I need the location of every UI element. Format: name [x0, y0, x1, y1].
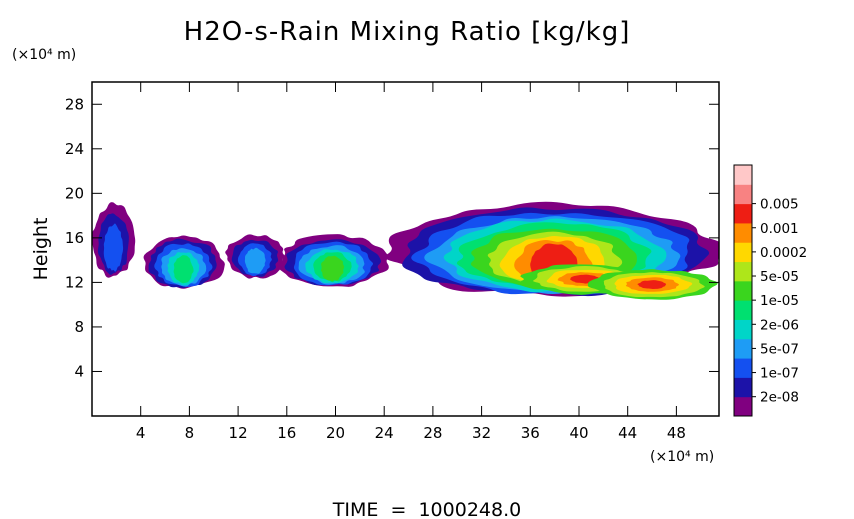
colorbar-swatch [734, 261, 752, 282]
x-tick-label: 16 [277, 424, 296, 442]
colorbar-swatch [734, 319, 752, 340]
colorbar-swatch [734, 300, 752, 320]
x-axis: 4 8 12 16 20 24 28 32 36 40 44 48 [136, 82, 686, 442]
colorbar-label: 5e-05 [760, 269, 799, 285]
colorbar-label: 0.001 [760, 221, 799, 237]
colorbar-label: 5e-07 [760, 341, 799, 357]
colorbar-swatch [734, 222, 752, 243]
colorbar-swatch [734, 377, 752, 398]
colorbar-swatch [734, 338, 752, 359]
y-tick-label: 4 [74, 362, 84, 380]
colorbar-label: 0.0002 [760, 245, 807, 261]
plot-frame [91, 81, 720, 417]
colorbar-swatch [734, 242, 752, 263]
colorbar-label: 1e-07 [760, 366, 799, 382]
x-tick-label: 32 [472, 424, 491, 442]
x-tick-label: 48 [667, 424, 686, 442]
colorbar-swatch [734, 280, 752, 301]
y-tick-label: 8 [74, 318, 84, 336]
x-tick-label: 36 [521, 424, 540, 442]
colorbar-label: 1e-05 [760, 293, 799, 309]
time-label: TIME = 1000248.0 [332, 499, 521, 519]
rain-contour-cloud-8km [173, 255, 194, 284]
chart-title: H2O-s-Rain Mixing Ratio [kg/kg] [184, 17, 631, 47]
rain-core [637, 280, 667, 290]
rain-contour-cloud-12km [244, 247, 266, 274]
x-tick-label: 28 [423, 424, 442, 442]
y-axis-title: Height [30, 218, 52, 281]
y-tick-label: 20 [65, 184, 84, 202]
x-tick-label: 24 [375, 424, 394, 442]
colorbar-swatch [734, 396, 752, 417]
y-tick-label: 16 [65, 229, 84, 247]
colorbar: 0.005 0.001 0.0002 5e-05 1e-05 2e-06 5e-07 1e-0… [733, 164, 807, 417]
colorbar-label: 2e-08 [760, 390, 799, 406]
colorbar-label: 0.005 [760, 197, 799, 213]
rain-contour-cloud-20km [320, 255, 345, 282]
colorbar-swatch [734, 184, 752, 205]
x-tick-label: 40 [569, 424, 588, 442]
y-unit-label: (×10⁴ m) [12, 47, 76, 63]
colorbar-swatch [734, 165, 752, 185]
x-tick-label: 8 [185, 424, 195, 442]
colorbar-swatch [734, 203, 752, 224]
x-tick-label: 12 [229, 424, 248, 442]
x-tick-label: 44 [618, 424, 637, 442]
plot-area [92, 201, 719, 300]
x-unit-label: (×10⁴ m) [650, 449, 714, 465]
colorbar-swatch [734, 358, 752, 378]
rain-contour-left-edge [103, 223, 124, 272]
colorbar-label: 2e-06 [760, 317, 799, 333]
x-tick-label: 20 [326, 424, 345, 442]
y-tick-label: 24 [65, 140, 84, 158]
x-tick-label: 4 [136, 424, 146, 442]
colorbar-frame [733, 164, 753, 417]
y-axis: 4 8 12 16 20 24 28 [65, 95, 719, 380]
y-tick-label: 28 [65, 95, 84, 113]
y-tick-label: 12 [65, 273, 84, 291]
